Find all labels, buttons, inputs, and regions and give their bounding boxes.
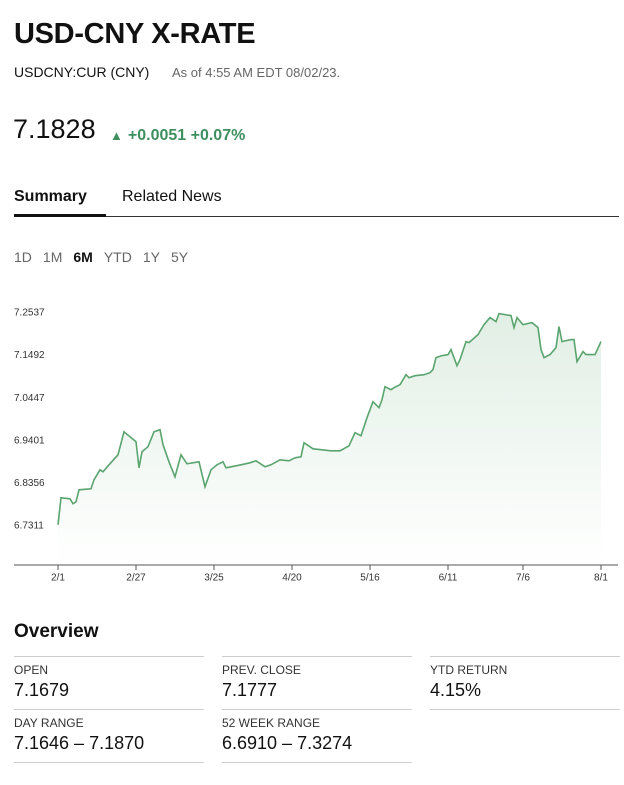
y-tick-label: 7.1492 — [14, 350, 45, 361]
area — [58, 313, 601, 565]
as-of: As of 4:55 AM EDT 08/02/23. — [172, 65, 341, 80]
y-tick-label: 6.8356 — [14, 478, 45, 489]
chart: 6.7311 6.8356 6.9401 7.0447 7.1492 7.2537 2/1 2… — [14, 308, 618, 584]
tab[interactable]: Related News — [122, 188, 222, 205]
overview-cell: 52 WEEK RANGE 6.6910 – 7.3274 — [222, 709, 412, 763]
x-tick-label: 6/11 — [439, 573, 458, 584]
x-tick-label: 3/25 — [204, 573, 224, 584]
x-tick-label: 8/1 — [594, 573, 608, 584]
overview-label: DAY RANGE — [14, 716, 84, 730]
overview-value: 6.6910 – 7.3274 — [222, 733, 353, 753]
x-tick-label: 7/6 — [516, 573, 530, 584]
overview-value: 4.15% — [430, 680, 482, 700]
overview-cell: DAY RANGE 7.1646 – 7.1870 — [14, 709, 204, 763]
x-tick-label: 4/20 — [282, 573, 302, 584]
overview-cell: OPEN 7.1679 — [14, 656, 204, 709]
x-tick-label: 2/27 — [126, 573, 146, 584]
price: 7.1828 — [13, 114, 96, 144]
overview-title: Overview — [14, 621, 99, 642]
overview-value: 7.1646 – 7.1870 — [14, 733, 145, 753]
tabs: Summary Related News — [14, 188, 619, 217]
change-pct: +0.07% — [190, 127, 246, 144]
change: ▲ +0.0051 +0.07% — [110, 127, 246, 144]
range-button[interactable]: 6M — [73, 249, 93, 265]
range-button[interactable]: 1Y — [142, 249, 160, 265]
range-button[interactable]: 5Y — [170, 249, 189, 265]
overview-label: PREV. CLOSE — [222, 663, 301, 677]
y-tick-label: 7.0447 — [14, 393, 45, 404]
range-button[interactable]: 1M — [42, 249, 63, 265]
range-button[interactable]: 1D — [14, 249, 32, 265]
overview-cell: PREV. CLOSE 7.1777 — [222, 656, 412, 709]
overview-value: 7.1679 — [14, 680, 70, 700]
y-tick-label: 7.2537 — [14, 308, 45, 319]
range-buttons: 1D 1M 6M YTD 1Y 5Y — [14, 249, 199, 265]
change-abs: +0.0051 — [127, 127, 187, 144]
title: USD-CNY X-RATE — [14, 18, 256, 50]
overview-value: 7.1777 — [222, 680, 278, 700]
x-tick-label: 2/1 — [51, 573, 65, 584]
x-tick-label: 5/16 — [360, 573, 380, 584]
ticker: USDCNY:CUR (CNY) — [14, 64, 150, 80]
overview-cell: YTD RETURN 4.15% — [430, 656, 620, 710]
price-line — [57, 312, 602, 525]
range-button[interactable]: YTD — [103, 249, 132, 265]
overview-label: OPEN — [14, 663, 49, 677]
y-tick-label: 6.7311 — [14, 521, 44, 532]
overview-label: 52 WEEK RANGE — [222, 716, 321, 730]
overview-label: YTD RETURN — [430, 663, 508, 677]
tab[interactable]: Summary — [14, 188, 106, 217]
y-tick-label: 6.9401 — [14, 435, 45, 446]
